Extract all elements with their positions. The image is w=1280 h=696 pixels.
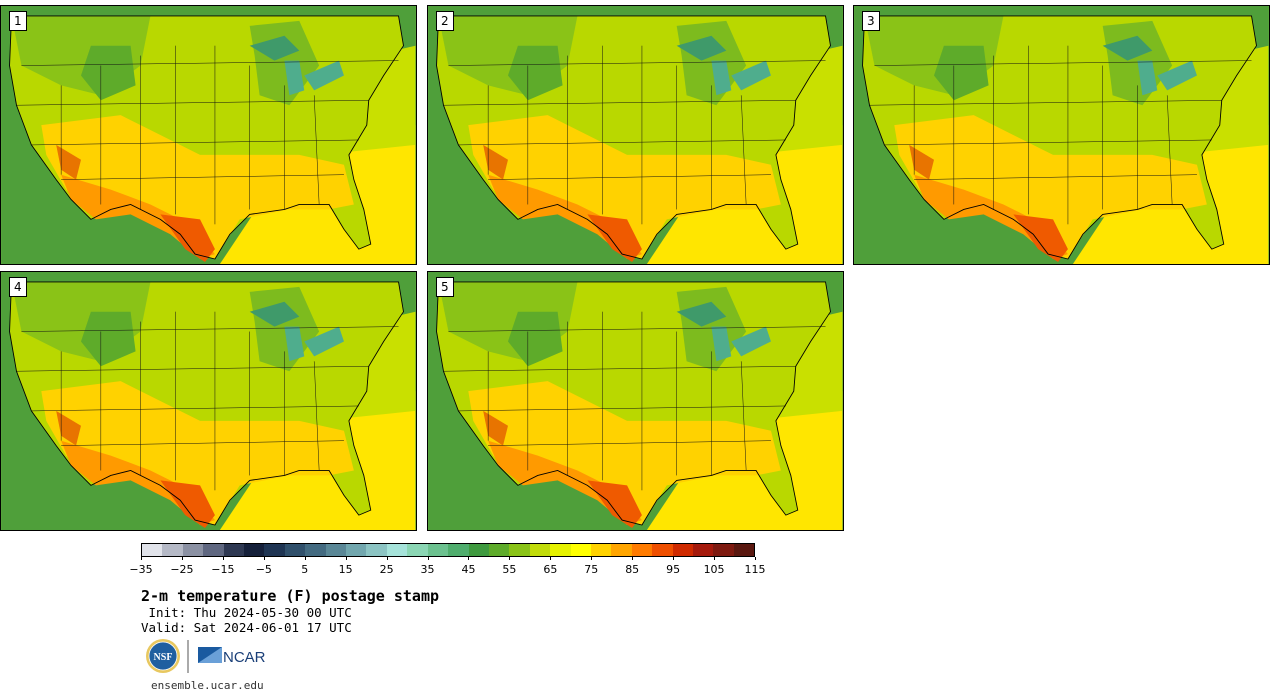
colorbar-tick-label: −15 (211, 563, 235, 576)
colorbar-swatch (142, 544, 163, 556)
colorbar-swatch (305, 544, 326, 556)
panel-label: 1 (9, 11, 27, 31)
colorbar-swatch (203, 544, 224, 556)
temperature-map (854, 6, 1269, 264)
init-time: Init: Thu 2024-05-30 00 UTC (141, 605, 352, 620)
colorbar-tick (468, 557, 470, 560)
map-panel-5: 5 (427, 271, 844, 531)
temperature-map (428, 272, 843, 530)
colorbar-tick-label: 85 (625, 563, 640, 576)
colorbar-swatch (162, 544, 183, 556)
colorbar-swatch (733, 544, 755, 556)
colorbar-tick-label: 95 (666, 563, 681, 576)
colorbar-swatch (692, 544, 714, 556)
map-panel-1: 1 (0, 5, 417, 265)
ncar-logo-text: NCAR (223, 649, 266, 666)
colorbar-swatch (611, 544, 632, 556)
ncar-logo-icon: NCAR (198, 647, 266, 666)
map-panel-3: 3 (853, 5, 1270, 265)
temperature-map (1, 6, 416, 264)
panel-label: 5 (436, 277, 454, 297)
colorbar-tick (550, 557, 552, 560)
panel-label: 2 (436, 11, 454, 31)
colorbar-ticks: −35 −25 −15 −5 5 15 25 35 45 55 65 75 85 95 105 115 (129, 557, 766, 577)
colorbar-swatch (550, 544, 571, 556)
map-panel-2: 2 (427, 5, 844, 265)
colorbar-tick-label: 55 (502, 563, 517, 576)
colorbar-tick-label: 75 (584, 563, 599, 576)
colorbar-tick (591, 557, 593, 560)
colorbar-tick-label: 5 (301, 563, 309, 576)
colorbar-swatch (509, 544, 530, 556)
colorbar-tick-label: −25 (170, 563, 194, 576)
colorbar-swatch (346, 544, 367, 556)
colorbar-swatch (284, 544, 306, 556)
colorbar-tick (263, 557, 265, 560)
temperature-map (1, 272, 416, 530)
colorbar-swatch (427, 544, 449, 556)
nsf-logo-icon: NSF (146, 639, 180, 673)
colorbar-tick (181, 557, 183, 560)
panel-label: 4 (9, 277, 27, 297)
colorbar-tick-label: 25 (379, 563, 394, 576)
colorbar (141, 543, 755, 557)
colorbar-swatch (325, 544, 347, 556)
colorbar-swatch (652, 544, 673, 556)
colorbar-swatch (448, 544, 469, 556)
colorbar-tick-label: 15 (338, 563, 353, 576)
website-url: ensemble.ucar.edu (151, 679, 264, 692)
map-panel-4: 4 (0, 271, 417, 531)
colorbar-swatch (672, 544, 693, 556)
colorbar-swatch (244, 544, 265, 556)
colorbar-tick (632, 557, 634, 560)
colorbar-tick-label: 35 (420, 563, 435, 576)
colorbar-tick-label: 105 (703, 563, 725, 576)
colorbar-tick-label: −35 (129, 563, 153, 576)
colorbar-tick (141, 557, 142, 560)
colorbar-tick (714, 557, 716, 560)
colorbar-swatch (631, 544, 653, 556)
logos: NSF NCAR (143, 637, 283, 677)
colorbar-tick (222, 557, 224, 560)
nsf-logo-text: NSF (154, 652, 173, 663)
colorbar-tick (509, 557, 511, 560)
colorbar-swatch (468, 544, 489, 556)
colorbar-tick-label: 115 (744, 563, 766, 576)
colorbar-swatch (590, 544, 612, 556)
panel-label: 3 (862, 11, 880, 31)
plot-title: 2-m temperature (F) postage stamp (141, 587, 440, 605)
colorbar-tick (345, 557, 347, 560)
valid-time: Valid: Sat 2024-06-01 17 UTC (141, 620, 352, 635)
colorbar-swatch (223, 544, 245, 556)
colorbar-swatch (570, 544, 591, 556)
colorbar-tick (304, 557, 306, 560)
colorbar-swatch (529, 544, 551, 556)
colorbar-swatch (182, 544, 204, 556)
colorbar-tick (673, 557, 675, 560)
colorbar-swatch (366, 544, 387, 556)
colorbar-tick-label: 45 (461, 563, 476, 576)
colorbar-tick (386, 557, 388, 560)
temperature-map (428, 6, 843, 264)
colorbar-swatch (488, 544, 510, 556)
colorbar-tick-label: −5 (255, 563, 272, 576)
colorbar-tick-label: 65 (543, 563, 558, 576)
colorbar-swatch (407, 544, 428, 556)
colorbar-swatch (713, 544, 734, 556)
colorbar-tick (755, 557, 756, 560)
colorbar-tick (427, 557, 429, 560)
colorbar-swatch (386, 544, 408, 556)
colorbar-swatch (264, 544, 285, 556)
